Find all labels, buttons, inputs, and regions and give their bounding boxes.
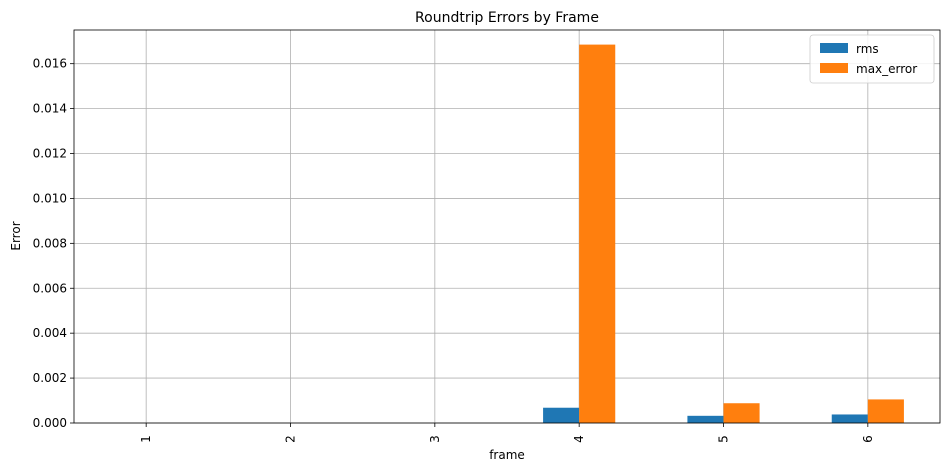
y-tick-label: 0.010 bbox=[33, 191, 67, 205]
chart-title: Roundtrip Errors by Frame bbox=[415, 10, 599, 26]
bar-rms-4 bbox=[543, 407, 580, 423]
bar-max_error-6 bbox=[867, 399, 904, 423]
legend-swatch-rms bbox=[820, 43, 848, 53]
axes: 0.000 0.002 0.004 0.006 0.008 0.010 0.012 0.014… bbox=[33, 29, 941, 443]
y-tick-label: 0.012 bbox=[33, 147, 67, 161]
bar-max_error-5 bbox=[723, 403, 760, 423]
x-axis-label: frame bbox=[489, 448, 525, 462]
legend-swatch-max_error bbox=[820, 63, 848, 73]
bars bbox=[543, 44, 904, 424]
x-tick-label: 4 bbox=[572, 435, 586, 443]
y-tick-label: 0.004 bbox=[33, 326, 67, 340]
x-tick-label: 2 bbox=[284, 435, 298, 443]
y-tick-label: 0.002 bbox=[33, 371, 67, 385]
bar-rms-5 bbox=[687, 415, 724, 423]
y-tick-label: 0.000 bbox=[33, 416, 67, 430]
x-tick-label: 5 bbox=[717, 435, 731, 443]
x-tick-label: 6 bbox=[861, 435, 875, 443]
y-tick-label: 0.006 bbox=[33, 281, 67, 295]
legend: rms max_error bbox=[809, 34, 935, 84]
legend-label-max_error: max_error bbox=[856, 62, 917, 76]
x-tick-label: 1 bbox=[139, 435, 153, 443]
y-axis-label: Error bbox=[9, 221, 23, 250]
x-tick-label: 3 bbox=[428, 435, 442, 443]
y-tick-label: 0.014 bbox=[33, 102, 67, 116]
bar-max_error-4 bbox=[579, 44, 616, 424]
y-tick-label: 0.008 bbox=[33, 236, 67, 250]
gridlines bbox=[74, 30, 940, 424]
plot-frame bbox=[73, 29, 941, 424]
legend-label-rms: rms bbox=[856, 42, 879, 56]
y-tick-label: 0.016 bbox=[33, 57, 67, 71]
bar-rms-6 bbox=[831, 414, 868, 423]
